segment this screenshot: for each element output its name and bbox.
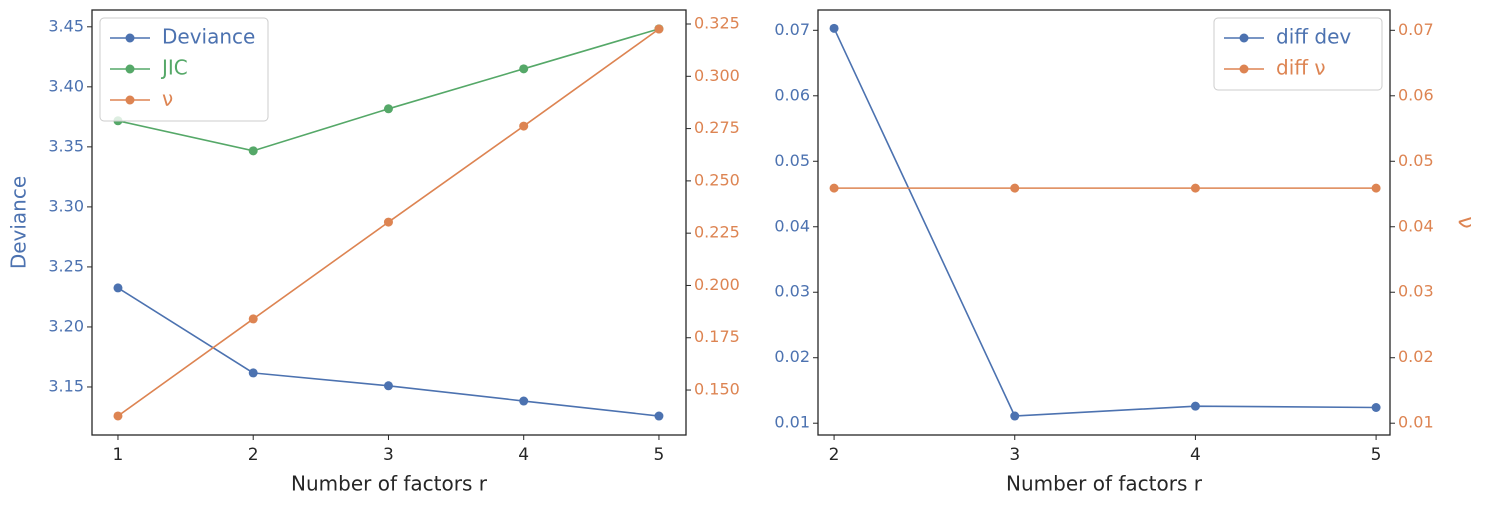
legend-label: ν	[162, 87, 173, 111]
series-marker	[519, 396, 529, 406]
y2-tick-label: 0.275	[694, 118, 740, 137]
y2-tick-label: 0.300	[694, 66, 740, 85]
series-marker	[519, 64, 529, 74]
legend-marker	[1239, 33, 1249, 43]
y2-tick-label: 0.07	[1398, 20, 1434, 39]
x-tick-label: 3	[1009, 445, 1020, 465]
y2-tick-label: 0.02	[1398, 347, 1434, 366]
y-tick-label: 0.05	[774, 151, 810, 170]
y-tick-label: 3.35	[48, 136, 84, 155]
y-tick-label: 3.40	[48, 76, 84, 95]
x-tick-label: 3	[383, 445, 394, 465]
y-tick-label: 0.03	[774, 282, 810, 301]
y-tick-label: 3.30	[48, 196, 84, 215]
x-tick-label: 2	[829, 445, 840, 465]
x-tick-label: 5	[654, 445, 665, 465]
legend-label: diff ν	[1276, 56, 1326, 80]
series-marker	[113, 411, 123, 421]
y2-tick-label: 0.250	[694, 170, 740, 189]
legend-marker	[125, 95, 135, 105]
x-tick-label: 2	[248, 445, 259, 465]
series-marker	[654, 411, 664, 421]
y-tick-label: 0.04	[774, 216, 810, 235]
legend-marker	[1239, 64, 1249, 74]
legend-label: Deviance	[162, 25, 255, 49]
y2-tick-label: 0.05	[1398, 151, 1434, 170]
series-marker	[1190, 183, 1200, 193]
y2-tick-label: 0.04	[1398, 216, 1434, 235]
series-marker	[654, 24, 664, 34]
series-marker	[248, 314, 258, 324]
y-tick-label: 3.45	[48, 16, 84, 35]
x-tick-label: 4	[1190, 445, 1201, 465]
x-tick-label: 5	[1371, 445, 1382, 465]
legend-marker	[125, 64, 135, 74]
series-marker	[1010, 411, 1020, 421]
y2-tick-label: 0.325	[694, 14, 740, 33]
y2-tick-label: 0.175	[694, 327, 740, 346]
y-tick-label: 3.25	[48, 256, 84, 275]
legend: diff dev diff ν	[1213, 17, 1383, 91]
legend-box	[99, 17, 269, 122]
y-tick-label: 0.06	[774, 85, 810, 104]
series-marker	[519, 121, 529, 131]
series-marker	[829, 23, 839, 33]
y-tick-label: 0.01	[774, 413, 810, 432]
y2-tick-label: 0.03	[1398, 282, 1434, 301]
y2-axis-label: ν	[1453, 216, 1478, 228]
y-tick-label: 0.02	[774, 347, 810, 366]
series-marker	[829, 183, 839, 193]
series-marker	[248, 368, 258, 378]
series-line	[833, 27, 1377, 417]
legend-marker	[125, 33, 135, 43]
legend-label: JIC	[160, 56, 188, 80]
x-axis-label: Number of factors r	[1006, 472, 1203, 496]
legend-label: diff dev	[1276, 25, 1351, 49]
series-marker	[113, 283, 123, 293]
series-marker	[1371, 402, 1381, 412]
y2-tick-label: 0.200	[694, 275, 740, 294]
legend: Deviance JIC ν	[99, 17, 269, 122]
series-marker	[383, 217, 393, 227]
x-tick-label: 4	[518, 445, 529, 465]
series-line	[117, 287, 660, 417]
plot-frame	[91, 9, 687, 436]
y2-tick-label: 0.225	[694, 223, 740, 242]
y2-tick-label: 0.150	[694, 380, 740, 399]
y-tick-label: 3.15	[48, 376, 84, 395]
series-marker	[383, 381, 393, 391]
y2-tick-label: 0.06	[1398, 85, 1434, 104]
series-marker	[1010, 183, 1020, 193]
series-marker	[1371, 183, 1381, 193]
y-tick-label: 0.07	[774, 20, 810, 39]
y-axis-label: Deviance	[7, 176, 31, 269]
x-tick-label: 1	[113, 445, 124, 465]
y-tick-label: 3.20	[48, 316, 84, 335]
legend-box	[1213, 17, 1383, 91]
series-marker	[383, 104, 393, 114]
series-marker	[248, 146, 258, 156]
x-axis-label: Number of factors r	[291, 472, 488, 496]
plot-frame	[817, 9, 1391, 436]
y2-tick-label: 0.01	[1398, 413, 1434, 432]
series-marker	[1190, 401, 1200, 411]
